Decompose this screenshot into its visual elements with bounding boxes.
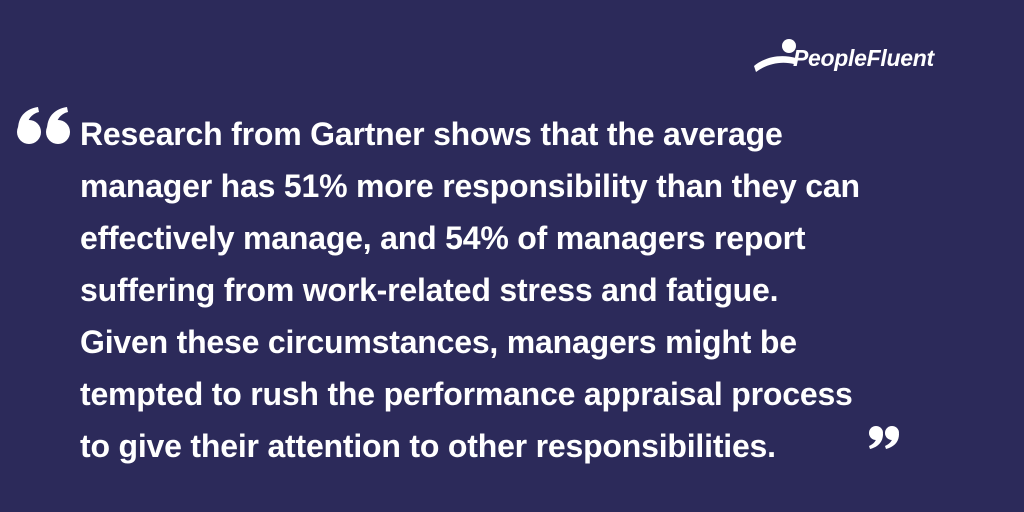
quote-line: Research from Gartner shows that the ave… [80, 116, 783, 152]
logo-icon [754, 39, 796, 72]
quote-line: manager has 51% more responsibility than… [80, 168, 860, 204]
quote-line: Given these circumstances, managers migh… [80, 324, 797, 360]
quote-line: to give their attention to other respons… [80, 428, 776, 464]
quote-text: Research from Gartner shows that the ave… [80, 108, 860, 472]
quote-line: tempted to rush the performance appraisa… [80, 376, 853, 412]
quote-line: suffering from work-related stress and f… [80, 272, 779, 308]
close-quote-mark [869, 426, 899, 449]
open-quote-mark [17, 107, 70, 144]
quote-line: effectively manage, and 54% of managers … [80, 220, 806, 256]
logo-text: PeopleFluent [793, 45, 934, 71]
